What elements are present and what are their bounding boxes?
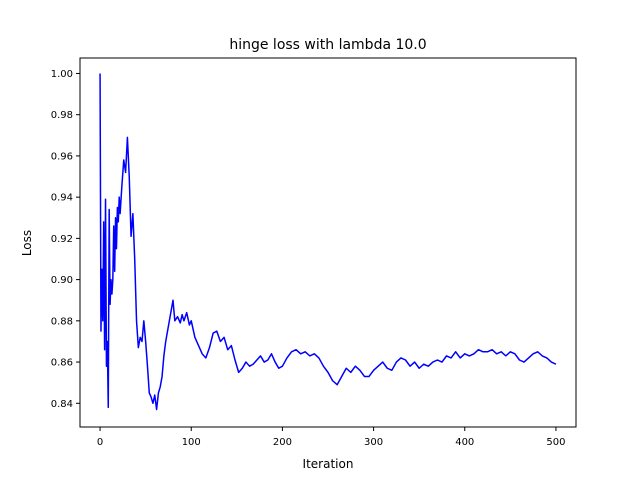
series-line-0 [99, 73, 557, 411]
y-tick-label: 0.92 [51, 234, 73, 245]
x-tick-label: 300 [364, 437, 383, 448]
y-tick-label: 0.84 [51, 399, 73, 410]
y-tick-label: 0.94 [51, 193, 73, 204]
y-axis-label: Loss [20, 230, 34, 256]
x-tick-label: 200 [273, 437, 292, 448]
x-tick-label: 400 [455, 437, 474, 448]
y-tick-label: 0.98 [51, 110, 73, 121]
y-tick-label: 0.96 [51, 151, 73, 162]
y-tick-label: 0.90 [51, 275, 73, 286]
chart-title: hinge loss with lambda 10.0 [229, 37, 426, 53]
x-axis-ticks: 0 100 200 300 400 500 [97, 427, 565, 448]
y-tick-label: 0.86 [51, 358, 73, 369]
series-layer [99, 73, 557, 411]
y-axis-ticks: 0.84 0.86 0.88 0.90 0.92 0.94 0.96 0.98 1.00 [51, 69, 80, 410]
y-tick-label: 0.88 [51, 316, 73, 327]
x-tick-label: 0 [97, 437, 103, 448]
x-tick-label: 100 [182, 437, 201, 448]
axes-frame [79, 57, 577, 428]
y-tick-label: 1.00 [51, 69, 73, 80]
x-tick-label: 500 [546, 437, 565, 448]
x-axis-label: Iteration [303, 457, 354, 471]
